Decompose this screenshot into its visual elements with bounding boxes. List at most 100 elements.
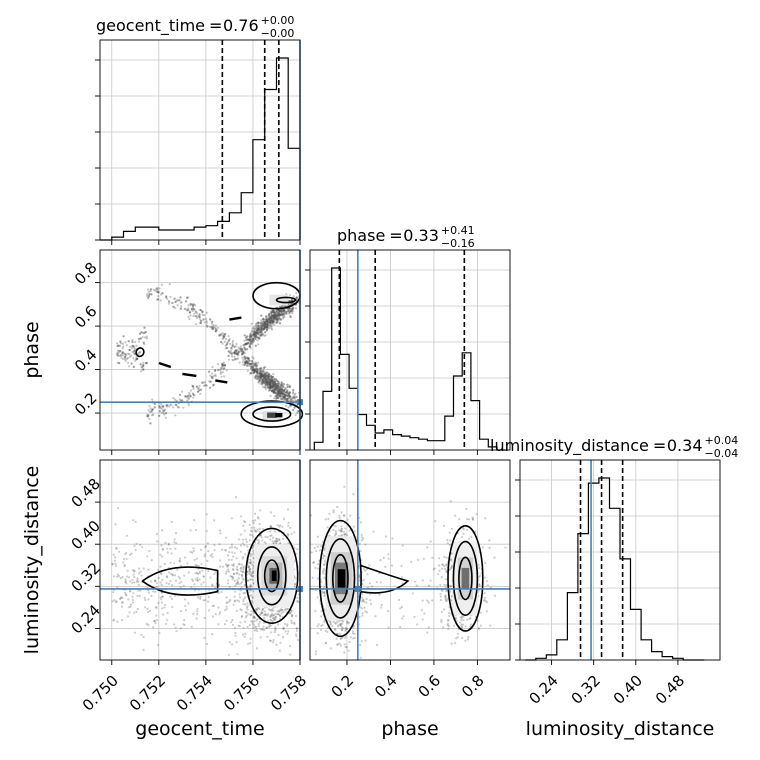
sample-point [277,314,280,317]
sample-point [124,355,127,359]
sample-point [450,559,453,562]
sample-point [260,374,263,377]
sample-point [235,349,238,352]
sample-point [274,616,277,619]
sample-point [353,636,356,640]
sample-point [255,367,259,370]
sample-point [280,395,283,398]
sample-point [246,348,249,351]
sample-point [165,296,168,299]
sample-point [273,385,276,388]
sample-point [186,395,189,398]
sample-point [245,342,248,345]
sample-point [272,617,275,620]
sample-point [233,595,236,598]
sample-point [239,589,242,592]
sample-point [262,318,265,321]
sample-point [242,524,245,527]
sample-point [214,571,217,574]
sample-point [262,379,265,382]
sample-point [275,537,278,540]
sample-point [119,597,122,600]
sample-point [256,374,259,377]
sample-point [281,390,284,393]
sample-point [214,324,217,327]
sample-point [353,530,356,533]
sample-point [398,598,401,602]
sample-point [251,330,254,333]
sample-point [227,335,230,338]
sample-point [257,376,260,379]
sample-point [161,548,164,551]
sample-point [260,333,263,336]
sample-point [283,310,286,313]
sample-point [266,322,269,326]
sample-point [261,320,264,323]
sample-point [332,528,335,532]
sample-point [287,393,290,396]
sample-point [426,546,429,549]
sample-point [236,581,239,584]
sample-point [243,592,246,595]
sample-point [123,352,126,355]
sample-point [269,316,272,319]
sample-point [271,390,274,393]
sample-point [252,611,255,615]
sample-point [244,362,247,365]
sample-point [269,382,272,385]
sample-point [268,326,271,329]
sample-point [138,337,141,340]
sample-point [263,366,266,369]
sample-point [275,387,278,390]
sample-point [256,327,260,330]
sample-point [200,583,203,586]
sample-point [284,396,287,400]
sample-point [277,395,280,398]
sample-point [265,380,268,383]
sample-point [153,406,156,409]
sample-point [180,580,183,583]
sample-point [269,530,272,533]
sample-point [266,382,269,385]
sample-point [250,367,253,370]
sample-point [147,611,150,614]
sample-point [196,613,199,616]
sample-point [269,386,272,389]
sample-point [251,575,255,578]
sample-point [348,640,351,644]
sample-point [288,390,291,393]
sample-point [441,567,444,570]
sample-point [194,578,197,581]
sample-point [245,606,249,609]
sample-point [248,345,251,348]
sample-point [119,345,122,348]
sample-point [265,328,268,331]
sample-point [162,404,165,407]
sample-point [261,378,264,381]
sample-point [226,564,229,568]
sample-point [256,332,259,335]
sample-point [264,378,267,382]
sample-point [295,296,298,299]
sample-point [270,311,273,314]
sample-point [192,547,195,550]
sample-point [157,568,160,572]
sample-point [261,379,264,382]
sample-point [158,414,161,417]
sample-point [147,409,150,412]
sample-point [320,624,323,628]
sample-point [317,623,320,626]
sample-point [271,320,274,323]
sample-point [270,389,273,392]
sample-point [314,609,317,613]
sample-point [261,323,264,326]
sample-point [269,318,272,321]
sample-point [140,331,143,334]
sample-point [221,362,224,365]
sample-point [263,377,266,380]
sample-point [264,373,267,377]
sample-point [225,596,228,599]
sample-point [252,570,255,574]
sample-point [239,345,242,348]
sample-point [244,361,247,365]
